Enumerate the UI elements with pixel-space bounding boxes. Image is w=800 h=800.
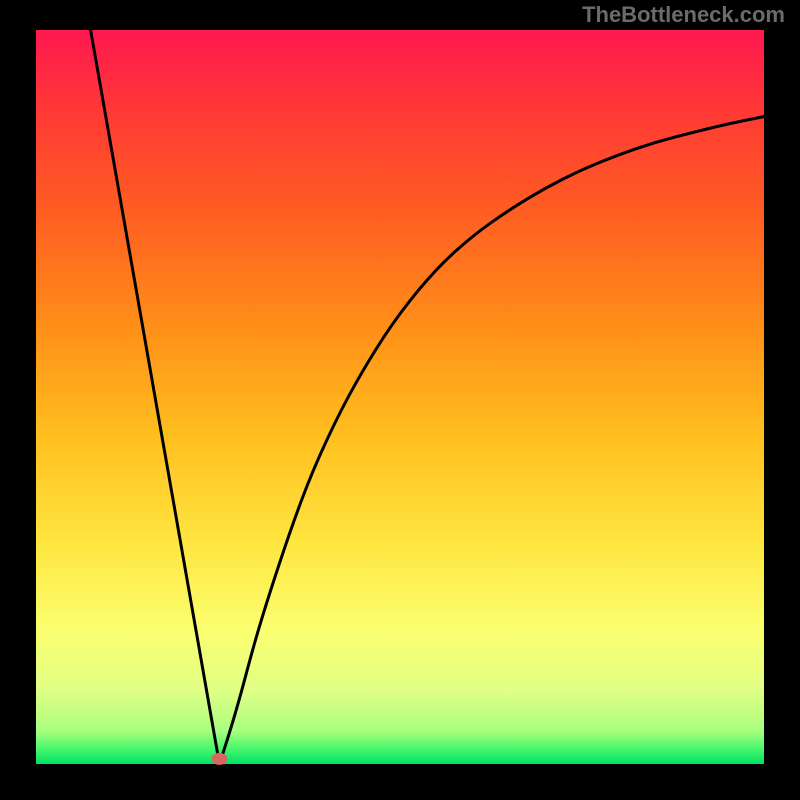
bottleneck-curve <box>91 30 764 764</box>
chart-container: TheBottleneck.com <box>0 0 800 800</box>
minimum-marker <box>211 753 227 765</box>
chart-svg <box>0 0 800 800</box>
watermark-text: TheBottleneck.com <box>582 2 785 28</box>
